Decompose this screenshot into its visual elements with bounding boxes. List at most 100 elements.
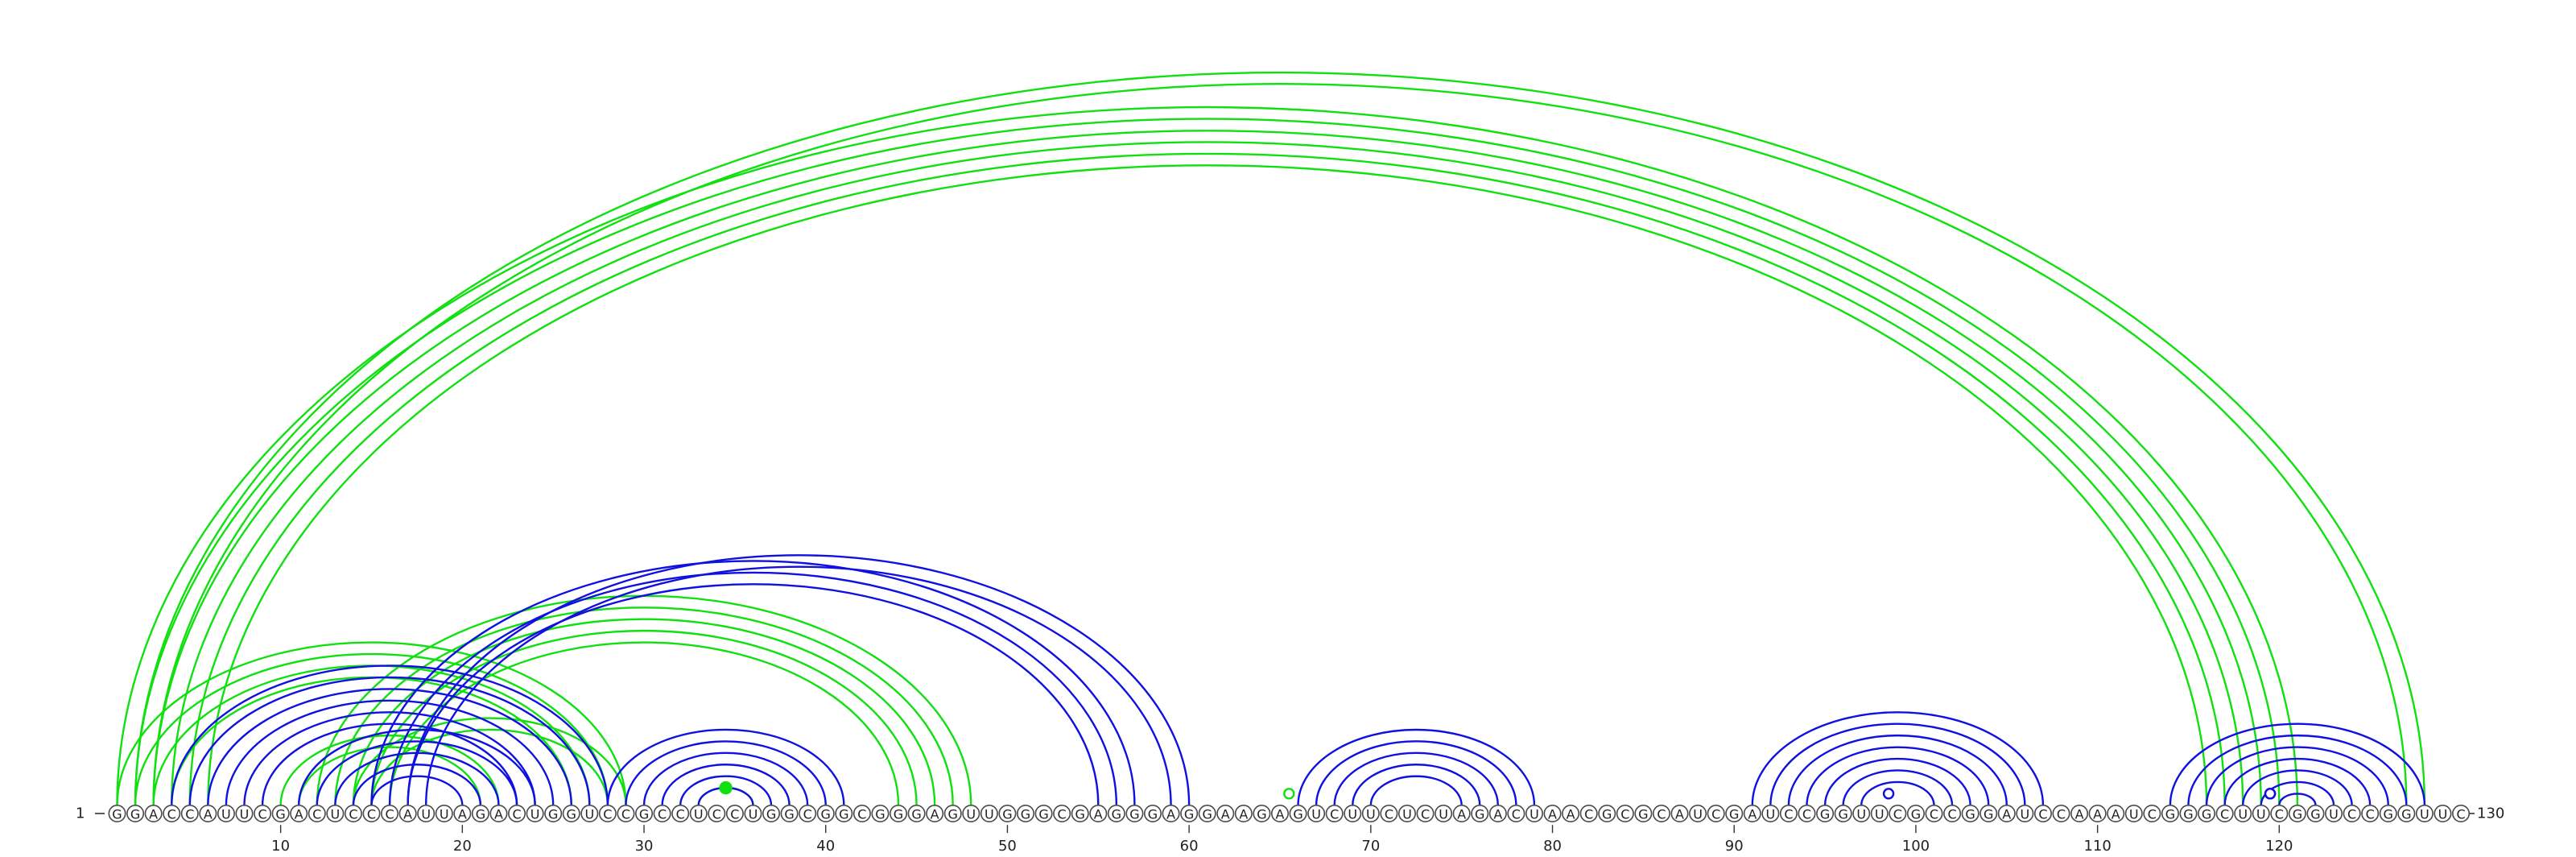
nucleotide-letter: C xyxy=(2366,807,2375,822)
nucleotide: A xyxy=(144,804,163,822)
nucleotide-letter: G xyxy=(948,807,958,822)
nucleotide-circle xyxy=(1906,804,1925,822)
nucleotide-letter: U xyxy=(1856,807,1866,822)
nucleotide-circle xyxy=(1798,804,1816,822)
tick-label: 20 xyxy=(453,838,472,855)
nucleotide-circle xyxy=(2033,804,2052,822)
nucleotide: C xyxy=(1325,804,1344,822)
nucleotide: A xyxy=(1543,804,1562,822)
nucleotide-letter: C xyxy=(1711,807,1720,822)
nucleotide-circle xyxy=(725,804,744,822)
nucleotide-letter: U xyxy=(2256,807,2266,822)
nucleotide-letter: C xyxy=(1784,807,1793,822)
nucleotide: C xyxy=(653,804,671,822)
nucleotide-letter: G xyxy=(1129,807,1139,822)
nucleotide: G xyxy=(780,804,799,822)
nucleotide-letter: A xyxy=(1548,807,1557,822)
nucleotide-circle xyxy=(1089,804,1108,822)
nucleotide-circle xyxy=(508,804,526,822)
nucleotide: A xyxy=(1089,804,1108,822)
nucleotide: C xyxy=(163,804,181,822)
nucleotide: U xyxy=(980,804,998,822)
loop-marker xyxy=(2264,788,2277,800)
base-pair-arc xyxy=(407,554,1191,805)
nucleotide-letter: G xyxy=(1148,807,1158,822)
nucleotide-circle xyxy=(1579,804,1598,822)
nucleotide: U xyxy=(235,804,254,822)
nucleotide: A xyxy=(1270,804,1289,822)
nucleotide-letter: U xyxy=(530,807,540,822)
nucleotide: U xyxy=(1525,804,1543,822)
nucleotide-letter: C xyxy=(1385,807,1393,822)
nucleotide-circle xyxy=(1380,804,1398,822)
base-pair-arc xyxy=(116,641,627,805)
nucleotide: C xyxy=(1798,804,1816,822)
nucleotide-letter: G xyxy=(2165,807,2175,822)
nucleotide: C xyxy=(1380,804,1398,822)
tick-label: 40 xyxy=(816,838,835,855)
nucleotide: A xyxy=(1488,804,1507,822)
nucleotide-letter: G xyxy=(1293,807,1302,822)
nucleotide-circle xyxy=(1889,804,1907,822)
tick-label: 120 xyxy=(2265,838,2293,855)
nucleotide-circle xyxy=(580,804,599,822)
tick-label: 90 xyxy=(1725,838,1744,855)
nucleotide-letter: C xyxy=(857,807,866,822)
nucleotide-letter: U xyxy=(2329,807,2339,822)
nucleotide-circle xyxy=(1834,804,1852,822)
nucleotide-letter: C xyxy=(1657,807,1666,822)
nucleotide: G xyxy=(1834,804,1852,822)
nucleotide: G xyxy=(1071,804,1089,822)
nucleotide-circle xyxy=(163,804,181,822)
nucleotide: G xyxy=(762,804,781,822)
nucleotide-circle xyxy=(1361,804,1380,822)
nucleotide-circle xyxy=(271,804,290,822)
nucleotide-circle xyxy=(2361,804,2380,822)
nucleotide-circle xyxy=(852,804,871,822)
tick-label: 80 xyxy=(1543,838,1562,855)
nucleotide-letter: C xyxy=(167,807,176,822)
nucleotide: G xyxy=(1634,804,1653,822)
nucleotide: U xyxy=(1852,804,1871,822)
base-pair-arc xyxy=(407,583,1100,805)
nucleotide-circle xyxy=(217,804,235,822)
nucleotide-circle xyxy=(1961,804,1979,822)
loop-marker xyxy=(1882,788,1895,800)
nucleotide-letter: C xyxy=(1893,807,1902,822)
nucleotide-circle xyxy=(2088,804,2107,822)
base-pair-arc xyxy=(207,688,572,805)
nucleotide-circle xyxy=(235,804,254,822)
nucleotide: U xyxy=(435,804,453,822)
nucleotide: C xyxy=(1889,804,1907,822)
base-pair-arc xyxy=(188,676,591,805)
nucleotide-circle xyxy=(1234,804,1253,822)
nucleotide: C xyxy=(799,804,817,822)
nucleotide-letter: U xyxy=(1348,807,1357,822)
nucleotide-letter: U xyxy=(2129,807,2139,822)
nucleotide-letter: A xyxy=(494,807,503,822)
nucleotide-letter: A xyxy=(931,807,939,822)
nucleotide: G xyxy=(1198,804,1216,822)
nucleotide-circle xyxy=(2179,804,2198,822)
nucleotide: C xyxy=(180,804,199,822)
nucleotide-circle xyxy=(381,804,399,822)
base-pair-arc xyxy=(679,775,773,805)
nucleotide-letter: G xyxy=(784,807,794,822)
nucleotide-circle xyxy=(1779,804,1798,822)
nucleotide-circle xyxy=(417,804,436,822)
nucleotide-circle xyxy=(2016,804,2034,822)
nucleotide: G xyxy=(562,804,580,822)
nucleotide-circle xyxy=(362,804,381,822)
nucleotide-circle xyxy=(544,804,563,822)
nucleotide-letter: U xyxy=(440,807,449,822)
nucleotide-circle xyxy=(1325,804,1344,822)
nucleotide-circle xyxy=(2252,804,2270,822)
nucleotide-circle xyxy=(2215,804,2234,822)
nucleotide-letter: U xyxy=(2438,807,2448,822)
tick-label: 100 xyxy=(1902,838,1930,855)
nucleotide-circle xyxy=(471,804,489,822)
nucleotide-letter: G xyxy=(1911,807,1921,822)
nucleotide-letter: C xyxy=(1584,807,1593,822)
nucleotide-letter: G xyxy=(1038,807,1048,822)
